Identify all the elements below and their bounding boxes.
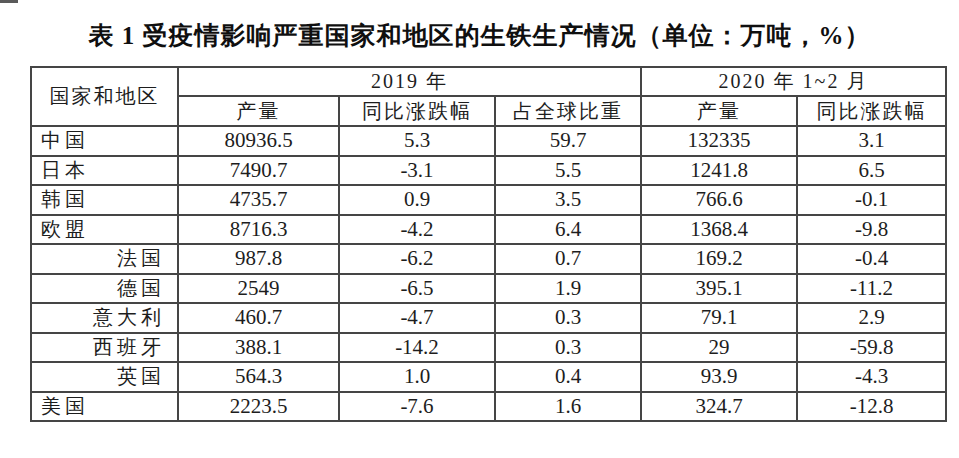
- value-cell: 766.6: [641, 185, 797, 215]
- value-cell: -4.3: [797, 362, 946, 392]
- value-cell: 6.5: [797, 156, 946, 186]
- value-cell: 1.0: [339, 362, 495, 392]
- value-cell: 564.3: [178, 362, 339, 392]
- value-cell: 2223.5: [178, 392, 339, 422]
- header-2019-share: 占全球比重: [495, 96, 641, 126]
- header-2019-output: 产量: [178, 96, 339, 126]
- value-cell: -9.8: [797, 215, 946, 245]
- header-region: 国家和地区: [31, 67, 178, 126]
- value-cell: 2549: [178, 274, 339, 304]
- header-group-2019: 2019 年: [178, 67, 641, 96]
- value-cell: 5.3: [339, 126, 495, 156]
- value-cell: 4735.7: [178, 185, 339, 215]
- value-cell: 987.8: [178, 244, 339, 274]
- value-cell: 5.5: [495, 156, 641, 186]
- table-row: 中国80936.55.359.71323353.1: [31, 126, 946, 156]
- value-cell: -14.2: [339, 333, 495, 363]
- region-cell: 日本: [31, 156, 178, 186]
- value-cell: 1.6: [495, 392, 641, 422]
- value-cell: 324.7: [641, 392, 797, 422]
- value-cell: 2.9: [797, 303, 946, 333]
- table-row: 欧盟8716.3-4.26.41368.4-9.8: [31, 215, 946, 245]
- value-cell: 3.5: [495, 185, 641, 215]
- value-cell: -12.8: [797, 392, 946, 422]
- table-body: 中国80936.55.359.71323353.1日本7490.7-3.15.5…: [31, 126, 946, 421]
- value-cell: 0.3: [495, 333, 641, 363]
- table-row: 德国2549-6.51.9395.1-11.2: [31, 274, 946, 304]
- region-cell: 西班牙: [31, 333, 178, 363]
- value-cell: -7.6: [339, 392, 495, 422]
- value-cell: 93.9: [641, 362, 797, 392]
- value-cell: 8716.3: [178, 215, 339, 245]
- value-cell: -11.2: [797, 274, 946, 304]
- value-cell: -0.4: [797, 244, 946, 274]
- value-cell: -6.2: [339, 244, 495, 274]
- value-cell: -0.1: [797, 185, 946, 215]
- value-cell: 1241.8: [641, 156, 797, 186]
- value-cell: 0.7: [495, 244, 641, 274]
- table-row: 美国2223.5-7.61.6324.7-12.8: [31, 392, 946, 422]
- value-cell: 59.7: [495, 126, 641, 156]
- value-cell: 7490.7: [178, 156, 339, 186]
- value-cell: 79.1: [641, 303, 797, 333]
- header-group-2020: 2020 年 1~2 月: [641, 67, 946, 96]
- region-cell: 英国: [31, 362, 178, 392]
- header-row-groups: 国家和地区 2019 年 2020 年 1~2 月: [31, 67, 946, 96]
- scan-artifact: [0, 0, 18, 3]
- value-cell: 388.1: [178, 333, 339, 363]
- header-2020-output: 产量: [641, 96, 797, 126]
- value-cell: -4.7: [339, 303, 495, 333]
- header-2020-yoy: 同比涨跌幅: [797, 96, 946, 126]
- value-cell: -3.1: [339, 156, 495, 186]
- value-cell: 0.9: [339, 185, 495, 215]
- value-cell: 3.1: [797, 126, 946, 156]
- value-cell: 80936.5: [178, 126, 339, 156]
- region-cell: 德国: [31, 274, 178, 304]
- region-cell: 韩国: [31, 185, 178, 215]
- value-cell: -6.5: [339, 274, 495, 304]
- page: 表 1 受疫情影响严重国家和地区的生铁生产情况（单位：万吨，%） 国家和地区 2…: [0, 0, 959, 458]
- value-cell: 395.1: [641, 274, 797, 304]
- table-row: 西班牙388.1-14.20.329-59.8: [31, 333, 946, 363]
- region-cell: 法国: [31, 244, 178, 274]
- pig-iron-production-table: 国家和地区 2019 年 2020 年 1~2 月 产量 同比涨跌幅 占全球比重…: [30, 66, 947, 422]
- value-cell: 29: [641, 333, 797, 363]
- value-cell: 460.7: [178, 303, 339, 333]
- region-cell: 意大利: [31, 303, 178, 333]
- table-row: 英国564.31.00.493.9-4.3: [31, 362, 946, 392]
- region-cell: 中国: [31, 126, 178, 156]
- value-cell: -4.2: [339, 215, 495, 245]
- table-row: 法国987.8-6.20.7169.2-0.4: [31, 244, 946, 274]
- table-row: 意大利460.7-4.70.379.12.9: [31, 303, 946, 333]
- value-cell: -59.8: [797, 333, 946, 363]
- value-cell: 0.4: [495, 362, 641, 392]
- region-cell: 欧盟: [31, 215, 178, 245]
- region-cell: 美国: [31, 392, 178, 422]
- value-cell: 6.4: [495, 215, 641, 245]
- table-row: 韩国4735.70.93.5766.6-0.1: [31, 185, 946, 215]
- header-2019-yoy: 同比涨跌幅: [339, 96, 495, 126]
- value-cell: 132335: [641, 126, 797, 156]
- value-cell: 169.2: [641, 244, 797, 274]
- table-title: 表 1 受疫情影响严重国家和地区的生铁生产情况（单位：万吨，%）: [0, 19, 959, 52]
- value-cell: 1368.4: [641, 215, 797, 245]
- table-row: 日本7490.7-3.15.51241.86.5: [31, 156, 946, 186]
- value-cell: 1.9: [495, 274, 641, 304]
- value-cell: 0.3: [495, 303, 641, 333]
